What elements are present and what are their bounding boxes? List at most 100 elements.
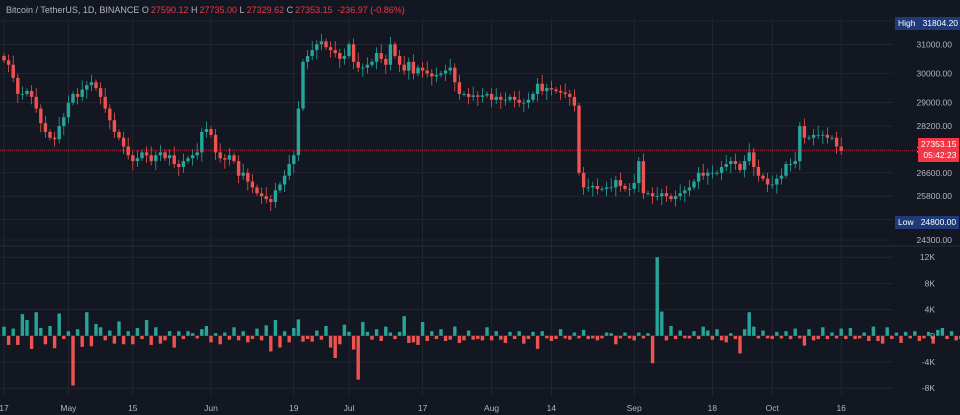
candle-body bbox=[190, 155, 195, 159]
volume-bar bbox=[581, 329, 586, 336]
candle-body bbox=[135, 158, 140, 162]
volume-bar bbox=[480, 335, 485, 341]
candle-body bbox=[356, 61, 360, 68]
candle-body bbox=[209, 129, 213, 135]
volume-bar bbox=[673, 335, 678, 340]
candle-body bbox=[793, 161, 797, 165]
candle-body bbox=[641, 161, 646, 194]
volume-bar bbox=[232, 327, 236, 336]
volume-bar bbox=[586, 335, 590, 340]
symbol-title[interactable]: Bitcoin / TetherUS, 1D, BINANCE bbox=[6, 5, 140, 15]
volume-bar bbox=[434, 335, 439, 340]
candle-body bbox=[342, 55, 347, 59]
volume-bar bbox=[476, 335, 480, 340]
volume-bar bbox=[80, 335, 84, 347]
candle-body bbox=[250, 181, 255, 188]
candle-body bbox=[650, 193, 655, 197]
volume-bar bbox=[296, 319, 301, 336]
volume-bar bbox=[618, 335, 623, 339]
volume-bar bbox=[287, 335, 291, 343]
volume-bar bbox=[149, 335, 153, 345]
candle-body bbox=[779, 175, 784, 179]
candle-body bbox=[581, 172, 586, 188]
candle-body bbox=[328, 47, 333, 51]
volume-bar bbox=[798, 335, 802, 339]
volume-bar bbox=[522, 335, 526, 344]
time-tick-label: 15 bbox=[128, 403, 138, 413]
candle-body bbox=[784, 164, 788, 176]
volume-bar bbox=[273, 320, 278, 336]
last-price-value: 27353.15 bbox=[921, 139, 957, 149]
candle-body bbox=[361, 67, 365, 69]
candle-body bbox=[448, 67, 452, 71]
volume-bar bbox=[52, 335, 57, 349]
volume-bar bbox=[39, 327, 43, 336]
candle-body bbox=[131, 155, 135, 162]
time-tick-label: 17 bbox=[0, 403, 9, 413]
candle-body bbox=[604, 187, 609, 189]
volume-bar bbox=[416, 335, 420, 345]
volume-bar bbox=[729, 333, 733, 336]
volume-bar bbox=[917, 335, 922, 342]
volume-bar bbox=[439, 329, 443, 336]
volume-bar bbox=[512, 335, 517, 340]
candle-body bbox=[830, 137, 834, 139]
candle-body bbox=[186, 158, 190, 162]
candle-body bbox=[591, 185, 595, 188]
candle-body bbox=[89, 82, 94, 86]
volume-bar bbox=[692, 331, 696, 336]
volume-bar bbox=[756, 335, 761, 339]
candle-body bbox=[223, 158, 227, 160]
volume-bar bbox=[517, 331, 521, 336]
volume-bar bbox=[66, 331, 71, 336]
time-tick-label: May bbox=[60, 403, 77, 413]
candle-body bbox=[384, 58, 388, 65]
candle-body bbox=[200, 131, 204, 153]
volume-bar bbox=[462, 335, 466, 341]
candle-body bbox=[163, 152, 167, 159]
volume-bar bbox=[167, 331, 172, 336]
volume-bar bbox=[158, 335, 163, 344]
price-tick-label: 26600.00 bbox=[917, 168, 953, 178]
volume-bar bbox=[430, 331, 434, 336]
candle-body bbox=[112, 120, 117, 132]
candle-body bbox=[241, 172, 245, 176]
candle-body bbox=[416, 67, 420, 74]
price-tick-label: 25800.00 bbox=[917, 191, 953, 201]
volume-bar bbox=[319, 335, 324, 340]
volume-bar bbox=[922, 335, 926, 339]
volume-bar bbox=[172, 335, 176, 348]
candle-body bbox=[338, 53, 342, 59]
volume-bar bbox=[554, 335, 558, 340]
high-marker-label: High bbox=[898, 18, 916, 28]
volume-bar bbox=[811, 335, 816, 341]
volume-bar bbox=[802, 335, 807, 346]
volume-bar bbox=[899, 335, 903, 343]
volume-bar bbox=[365, 331, 370, 336]
volume-bar bbox=[844, 335, 848, 340]
volume-bar bbox=[269, 335, 273, 352]
candle-body bbox=[706, 172, 710, 176]
volume-bar bbox=[11, 328, 15, 336]
candle-body bbox=[158, 152, 163, 156]
volume-bar bbox=[683, 335, 687, 339]
candle-body bbox=[374, 53, 379, 62]
volume-bar bbox=[71, 335, 75, 386]
candle-body bbox=[103, 96, 107, 109]
candle-body bbox=[802, 126, 807, 138]
volume-tick-label: -8K bbox=[922, 383, 936, 393]
candle-body bbox=[278, 184, 282, 191]
candle-body bbox=[545, 88, 549, 92]
volume-tick-label: 12K bbox=[920, 252, 935, 262]
candle-body bbox=[453, 67, 457, 83]
volume-bar bbox=[508, 331, 512, 336]
candle-body bbox=[595, 185, 600, 189]
low-label: L bbox=[239, 5, 245, 15]
volume-bar bbox=[411, 335, 416, 343]
volume-bar bbox=[623, 332, 627, 336]
volume-bar bbox=[954, 335, 958, 341]
volume-bar bbox=[890, 335, 894, 340]
candle-body bbox=[259, 193, 264, 197]
volume-bar bbox=[936, 329, 940, 336]
